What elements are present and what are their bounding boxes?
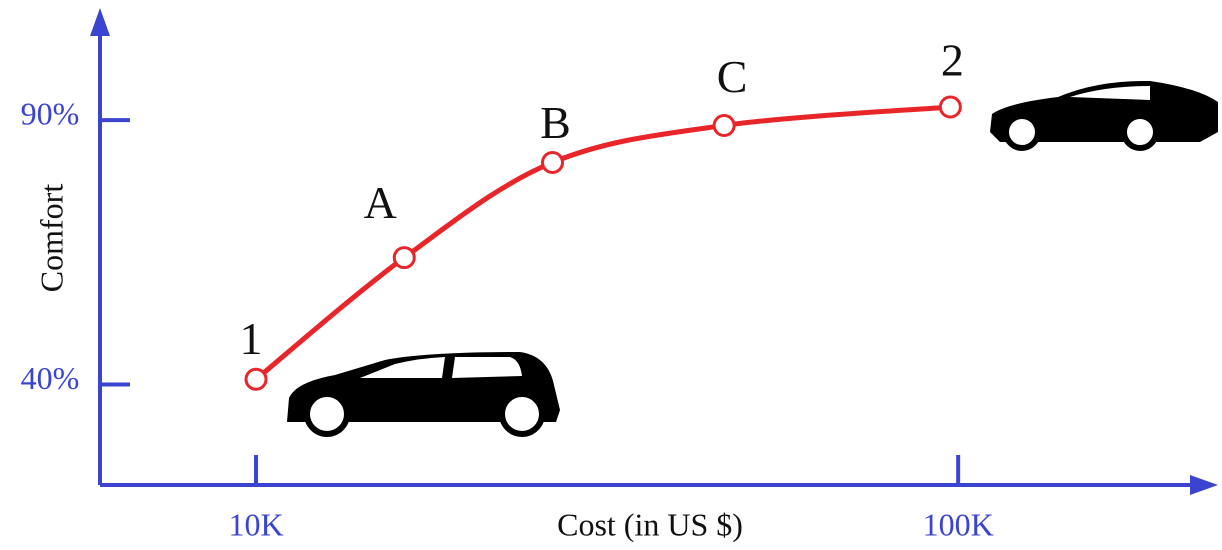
car-icons — [287, 80, 1218, 437]
point-label: 2 — [941, 35, 964, 86]
point-label: 1 — [240, 313, 263, 364]
x-axis-arrow — [1190, 475, 1218, 495]
point-marker — [392, 246, 416, 270]
point-label: B — [540, 97, 571, 148]
sports-car-icon — [990, 80, 1218, 151]
y-tick-label: 40% — [21, 360, 80, 396]
y-axis-label: Comfort — [33, 184, 69, 293]
point-marker — [244, 367, 268, 391]
x-tick-label: 100K — [923, 506, 994, 542]
point-marker — [540, 150, 564, 174]
x-axis-label: Cost (in US $) — [557, 506, 743, 542]
line — [254, 104, 951, 382]
point-marker — [712, 113, 736, 137]
point-marker — [938, 95, 962, 119]
point-label: A — [364, 177, 397, 228]
y-tick-label: 90% — [21, 96, 80, 132]
x-tick-label: 10K — [228, 506, 283, 542]
y-axis-arrow — [90, 8, 110, 36]
hatchback-icon — [287, 352, 560, 437]
point-label: C — [717, 51, 748, 102]
